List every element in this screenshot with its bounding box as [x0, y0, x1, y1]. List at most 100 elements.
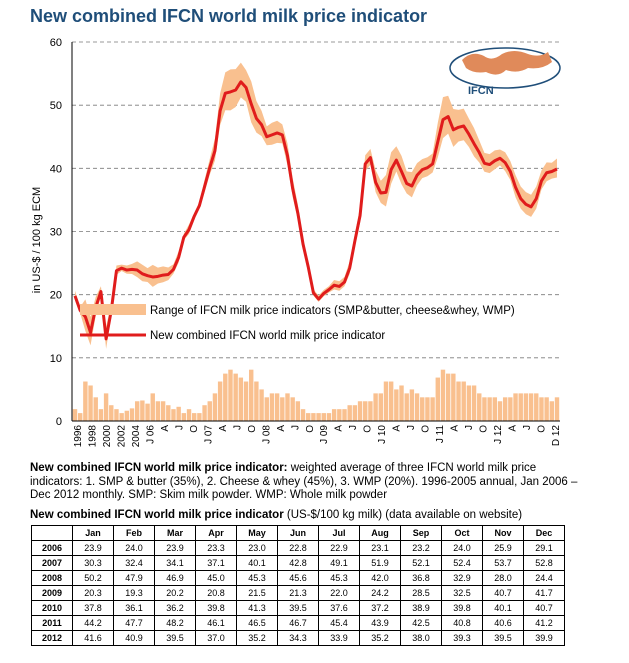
table-cell: 41.6: [72, 630, 114, 646]
table-month-header: Jul: [318, 525, 360, 541]
table-cell: 50.2: [72, 570, 114, 586]
table-cell: 40.9: [113, 630, 155, 646]
spread-bar: [300, 409, 306, 421]
spread-bar: [264, 397, 269, 421]
x-tick-label: O: [247, 425, 258, 433]
spread-bar: [212, 393, 218, 421]
spread-bar: [368, 401, 373, 421]
spread-bar: [197, 413, 202, 421]
spread-bar: [430, 397, 435, 421]
spread-bar: [233, 373, 238, 421]
x-tick-label: J 12: [493, 425, 504, 444]
table-cell: 23.9: [72, 540, 114, 556]
spread-bar: [337, 409, 342, 421]
table-year-cell: 2007: [31, 555, 73, 571]
table-cell: 53.7: [482, 555, 524, 571]
table-row: 2010 37.8 36.1 36.2 39.8 41.3 39.5 37.6 37.2 38.9…: [31, 600, 565, 616]
table-body: 2006 23.9 24.0 23.9 23.3 23.0 22.8 22.9 23.1 23.2…: [31, 540, 565, 646]
spread-bar: [207, 401, 212, 421]
x-tick-label: J: [232, 425, 243, 430]
table-cell: 29.1: [523, 540, 565, 556]
x-tick-label: O: [537, 425, 548, 433]
indicator-line: [73, 80, 558, 341]
spread-bar: [409, 389, 415, 421]
spread-bar: [508, 397, 513, 421]
table-cell: 36.1: [113, 600, 155, 616]
table-cell: 22.0: [318, 585, 360, 601]
table-cell: 21.5: [236, 585, 278, 601]
spread-bar: [109, 405, 114, 421]
table-cell: 41.7: [523, 585, 565, 601]
table-month-header: Jan: [72, 525, 114, 541]
x-tick-label: 1996: [73, 425, 84, 448]
spread-bar: [186, 409, 192, 421]
y-axis-ticks: 0 10 20 30 40 50 60: [50, 37, 62, 428]
table-cell: 30.3: [72, 555, 114, 571]
spread-bar: [285, 393, 290, 421]
table-month-header: Jun: [277, 525, 319, 541]
spread-bar: [171, 409, 176, 421]
table-month-header: Mar: [154, 525, 196, 541]
x-tick-label: J 09: [319, 425, 330, 444]
table-cell: 36.2: [154, 600, 196, 616]
table-cell: 39.8: [441, 600, 483, 616]
spread-bar: [352, 405, 358, 421]
logo-orbit: [449, 47, 561, 89]
spread-bar: [238, 377, 244, 421]
legend-range-swatch: [80, 304, 146, 315]
spread-bar: [129, 408, 135, 421]
x-tick-label: J 11: [435, 425, 446, 444]
x-tick-label: A: [450, 425, 461, 432]
table-cell: 52.8: [523, 555, 565, 571]
table-cell: 49.1: [318, 555, 360, 571]
table-cell: 39.3: [441, 630, 483, 646]
x-tick-label: J: [464, 425, 475, 430]
spread-bar: [140, 400, 145, 421]
table-cell: 40.8: [441, 615, 483, 631]
x-tick-label: 2000: [102, 425, 113, 448]
table-cell: 45.6: [277, 570, 319, 586]
spread-bar: [461, 381, 466, 421]
table-cell: 40.6: [482, 615, 524, 631]
table-cell: 37.1: [195, 555, 237, 571]
logo-text: IFCN: [468, 85, 494, 97]
table-cell: 24.0: [441, 540, 483, 556]
table-corner: [31, 525, 73, 541]
indicator-line-path: [73, 80, 558, 341]
spread-bar: [114, 409, 119, 421]
x-tick-label: A: [392, 425, 403, 432]
range-band-area: [75, 62, 557, 349]
spread-bar: [331, 409, 337, 421]
y-axis-label: in US-$ / 100 kg ECM: [31, 187, 43, 293]
table-cell: 46.7: [277, 615, 319, 631]
table-cell: 23.1: [359, 540, 401, 556]
x-tick-label: J: [348, 425, 359, 430]
table-cell: 21.3: [277, 585, 319, 601]
table-cell: 47.7: [113, 615, 155, 631]
table-row: 2012 41.6 40.9 39.5 37.0 35.2 34.3 33.9 35.2 38.0…: [31, 630, 565, 646]
spread-bar: [93, 397, 98, 421]
x-tick-label: O: [189, 425, 200, 433]
table-cell: 34.3: [277, 630, 319, 646]
table-year-cell: 2006: [31, 540, 73, 556]
spread-bar: [98, 409, 104, 421]
table-row: 2009 20.3 19.3 20.2 20.8 21.5 21.3 22.0 24.2 28.5…: [31, 585, 565, 601]
spread-bar: [119, 413, 124, 421]
x-tick-label: O: [305, 425, 316, 433]
spread-bar: [502, 397, 508, 421]
table-title-bold: New combined IFCN world milk price indic…: [30, 509, 284, 521]
table-month-header: Dec: [523, 525, 565, 541]
table-year-cell: 2012: [31, 630, 73, 646]
table-cell: 42.0: [359, 570, 401, 586]
table-cell: 32.9: [441, 570, 483, 586]
spread-bar: [269, 393, 275, 421]
spread-bar: [477, 393, 482, 421]
table-cell: 44.2: [72, 615, 114, 631]
table-cell: 24.4: [523, 570, 565, 586]
spread-bar: [254, 381, 259, 421]
spread-bar: [383, 381, 389, 421]
table-cell: 38.9: [400, 600, 442, 616]
table-cell: 45.3: [318, 570, 360, 586]
table-cell: 45.0: [195, 570, 237, 586]
